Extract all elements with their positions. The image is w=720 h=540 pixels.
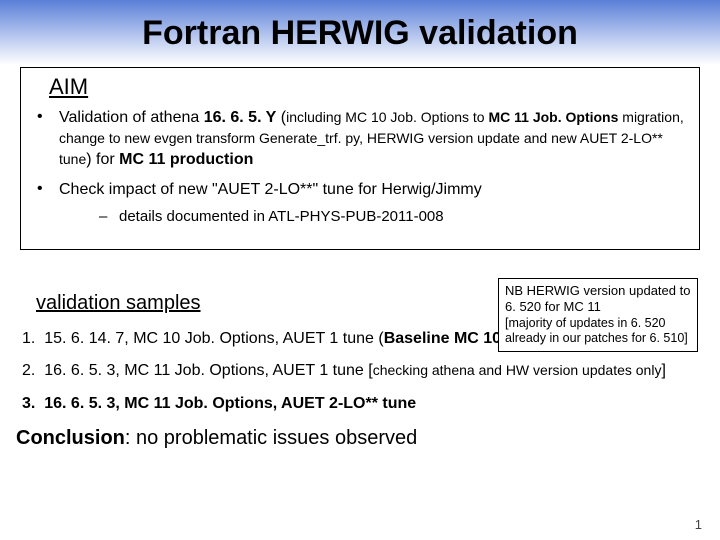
nb-line-1: NB HERWIG version updated to 6. 520 for … xyxy=(505,283,691,316)
sample-item-2: 2. 16. 6. 5. 3, MC 11 Job. Options, AUET… xyxy=(22,361,700,382)
page-title: Fortran HERWIG validation xyxy=(0,0,720,53)
nb-line-2: [majority of updates in 6. 520 already i… xyxy=(505,316,691,347)
text-fragment: ( xyxy=(276,109,286,126)
aim-bullet-1-text: Validation of athena 16. 6. 5. Y (includ… xyxy=(59,108,685,170)
aim-bullet-2: • Check impact of new "AUET 2-LO**" tune… xyxy=(35,180,685,226)
text-small: checking athena and HW version updates o… xyxy=(373,362,662,378)
text-small: including MC 10 Job. Options to xyxy=(286,109,484,125)
aim-sub-text: details documented in ATL-PHYS-PUB-2011-… xyxy=(119,207,444,227)
nb-note-box: NB HERWIG version updated to 6. 520 for … xyxy=(498,278,698,352)
text-fragment: Check impact of new "AUET 2-LO**" tune f… xyxy=(59,181,482,198)
text-fragment: 15. 6. 14. 7, MC 10 Job. Options, AUET 1… xyxy=(44,330,383,347)
text-fragment: ] xyxy=(661,362,665,379)
text-fragment: Validation of athena xyxy=(59,109,204,126)
aim-heading: AIM xyxy=(49,74,685,100)
conclusion: Conclusion: no problematic issues observ… xyxy=(16,427,720,450)
aim-sub-bullet: – details documented in ATL-PHYS-PUB-201… xyxy=(99,207,685,227)
dash-icon: – xyxy=(99,207,119,227)
aim-bullet-1: • Validation of athena 16. 6. 5. Y (incl… xyxy=(35,108,685,170)
sample-item-3: 3. 16. 6. 5. 3, MC 11 Job. Options, AUET… xyxy=(22,394,700,415)
text-fragment: 16. 6. 5. 3, MC 11 Job. Options, AUET 2-… xyxy=(44,395,416,412)
text-fragment: ) for xyxy=(86,151,119,168)
bullet-dot-icon: • xyxy=(35,108,59,170)
bullet-dot-icon: • xyxy=(35,180,59,226)
text-bold: MC 11 production xyxy=(119,151,253,168)
conclusion-text: : no problematic issues observed xyxy=(125,427,417,449)
aim-box: AIM • Validation of athena 16. 6. 5. Y (… xyxy=(20,67,700,250)
text-bold: MC 11 Job. Options xyxy=(485,109,619,125)
aim-bullet-2-text: Check impact of new "AUET 2-LO**" tune f… xyxy=(59,180,685,226)
page-number: 1 xyxy=(695,517,702,532)
text-bold: 16. 6. 5. Y xyxy=(204,109,277,126)
text-fragment: 16. 6. 5. 3, MC 11 Job. Options, AUET 1 … xyxy=(44,362,372,379)
conclusion-label: Conclusion xyxy=(16,427,125,449)
